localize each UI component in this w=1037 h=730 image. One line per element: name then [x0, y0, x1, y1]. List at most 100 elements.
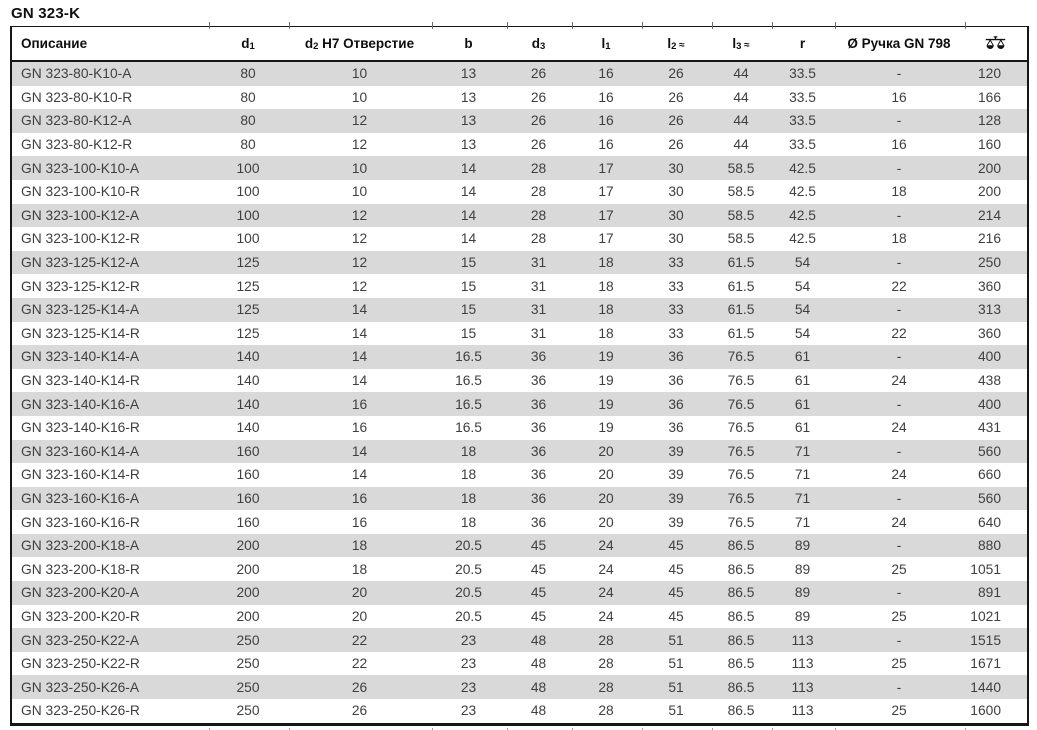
cell-l2: 45 — [668, 561, 684, 577]
cell-handle: 18 — [891, 184, 907, 200]
cell-l1: 19 — [598, 420, 614, 436]
column-boundary-tick — [712, 727, 713, 730]
cell-d2: 12 — [351, 113, 368, 129]
cell-r: 42.5 — [789, 231, 816, 247]
cell-handle: - — [896, 160, 902, 176]
cell-d3: 45 — [530, 538, 547, 554]
cell-b: 15 — [460, 255, 477, 271]
cell-b: 13 — [460, 113, 477, 129]
cell-handle: - — [896, 490, 902, 506]
cell-d3: 36 — [530, 443, 547, 459]
cell-b: 14 — [460, 160, 477, 176]
cell-l2: 51 — [668, 632, 684, 648]
cell-d1: 200 — [236, 585, 260, 601]
cell-d1: 200 — [236, 608, 260, 624]
cell-r: 71 — [794, 514, 811, 530]
cell-handle: - — [896, 255, 902, 271]
cell-weight: 128 — [977, 113, 1001, 129]
cell-l2: 30 — [668, 160, 684, 176]
cell-b: 18 — [460, 443, 477, 459]
cell-l2: 33 — [668, 302, 684, 318]
cell-r: 42.5 — [789, 207, 816, 223]
column-header-d3: d3 — [506, 26, 571, 62]
cell-l3: 61.5 — [727, 325, 755, 341]
cell-l3: 58.5 — [727, 207, 755, 223]
cell-description: GN 323-160-K14-R — [21, 467, 140, 483]
cell-d2: 26 — [351, 703, 368, 719]
cell-description: GN 323-100-K10-A — [21, 160, 140, 176]
cell-d2: 16 — [351, 420, 368, 436]
column-header-l3: l3 ≈ — [711, 26, 771, 62]
table-body: GN 323-80-K10-A 80 10 13 26 16 26 44 33.5-120 GN … — [11, 61, 1028, 724]
cell-d1: 140 — [236, 349, 260, 365]
column-boundary-tick — [772, 22, 773, 29]
cell-description: GN 323-250-K22-R — [21, 656, 140, 672]
table-row: GN 323-100-K12-R 100 12 14 28 17 30 58.5 42.5 18 2… — [11, 227, 1028, 251]
cell-r: 33.5 — [789, 113, 816, 129]
cell-l3: 76.5 — [727, 467, 755, 483]
cell-weight: 360 — [977, 325, 1001, 341]
cell-description: GN 323-100-K12-A — [21, 207, 140, 223]
cell-l2: 39 — [668, 467, 684, 483]
cell-weight: 214 — [977, 207, 1001, 223]
cell-description: GN 323-160-K14-A — [21, 443, 140, 459]
cell-weight: 1515 — [970, 632, 1001, 648]
cell-description: GN 323-140-K16-R — [21, 420, 140, 436]
table-row: GN 323-200-K18-A 200 18 20.5 45 24 45 86.5 89 - 88… — [11, 533, 1028, 558]
column-boundary-tick — [289, 22, 290, 29]
cell-handle: - — [896, 302, 902, 318]
cell-r: 113 — [791, 656, 814, 672]
cell-l3: 86.5 — [727, 632, 755, 648]
cell-d2: 20 — [351, 585, 368, 601]
column-header-b: b — [431, 26, 506, 62]
parts-spec-table: Описание d1 d2 H7 Отверстие b d3 l1 l2 ≈ l3 ≈ r Ø… — [10, 26, 1029, 726]
cell-d3: 36 — [530, 420, 547, 436]
cell-weight: 1600 — [970, 703, 1001, 719]
cell-r: 42.5 — [789, 184, 816, 200]
cell-b: 16.5 — [455, 349, 482, 365]
cell-b: 20.5 — [455, 561, 482, 577]
table-row: GN 323-250-K22-R 250 22 23 48 28 51 86.5 113 25 16… — [11, 652, 1028, 676]
cell-b: 15 — [460, 325, 477, 341]
cell-d1: 80 — [240, 89, 256, 105]
cell-l3: 61.5 — [727, 278, 755, 294]
cell-d1: 250 — [236, 656, 260, 672]
cell-d2: 12 — [351, 207, 368, 223]
cell-description: GN 323-160-K16-R — [21, 514, 140, 530]
cell-l1: 24 — [598, 538, 614, 554]
cell-weight: 1021 — [970, 608, 1001, 624]
cell-r: 54 — [794, 255, 811, 271]
table-row: GN 323-140-K16-A 140 16 16.5 36 19 36 76.5 61 - 40… — [11, 392, 1028, 416]
cell-r: 71 — [794, 490, 811, 506]
cell-weight: 250 — [977, 255, 1001, 271]
cell-l2: 36 — [668, 373, 684, 389]
cell-l2: 45 — [668, 538, 684, 554]
table-row: GN 323-160-K16-R 160 16 18 36 20 39 76.5 71 24 640 — [11, 510, 1028, 534]
cell-weight: 400 — [977, 349, 1001, 365]
cell-b: 23 — [460, 656, 477, 672]
cell-description: GN 323-200-K18-R — [21, 561, 140, 577]
cell-l2: 26 — [668, 113, 684, 129]
cell-weight: 216 — [977, 231, 1001, 247]
cell-d1: 125 — [236, 302, 260, 318]
cell-l3: 76.5 — [727, 490, 755, 506]
cell-handle: - — [896, 396, 902, 412]
cell-l1: 16 — [598, 113, 614, 129]
cell-l1: 28 — [598, 703, 614, 719]
cell-l3: 86.5 — [727, 679, 755, 695]
cell-d1: 250 — [236, 632, 260, 648]
cell-b: 18 — [460, 467, 477, 483]
table-row: GN 323-160-K14-A 160 14 18 36 20 39 76.5 71 - 560 — [11, 439, 1028, 464]
cell-l2: 33 — [668, 278, 684, 294]
cell-d1: 100 — [236, 160, 260, 176]
cell-d2: 22 — [351, 632, 368, 648]
cell-d3: 36 — [530, 396, 547, 412]
table-row: GN 323-125-K12-A 125 12 15 31 18 33 61.5 54 - 250 — [11, 250, 1028, 275]
cell-description: GN 323-125-K12-A — [21, 255, 140, 271]
cell-b: 13 — [460, 66, 477, 82]
cell-description: GN 323-250-K22-A — [21, 632, 140, 648]
cell-handle: 16 — [891, 137, 907, 153]
cell-r: 61 — [794, 420, 811, 436]
cell-d2: 12 — [351, 231, 368, 247]
column-boundary-tick — [965, 727, 966, 730]
